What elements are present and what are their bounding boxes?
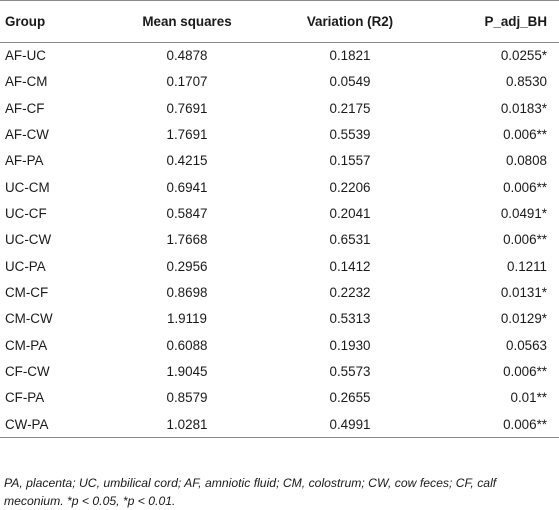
header-variation: Variation (R2) <box>262 0 438 43</box>
cell-p-adj: 0.0563 <box>506 337 547 353</box>
cell-mean-squares: 0.1707 <box>166 74 208 90</box>
cell-variation: 0.1821 <box>329 48 371 64</box>
cell-mean-squares: 0.8698 <box>166 285 208 301</box>
cell-variation: 0.4991 <box>262 411 438 438</box>
cell-group: UC-PA <box>5 258 46 274</box>
permanova-table: Group Mean squares Variation (R2) P_adj_… <box>0 0 559 438</box>
cell-mean-squares: 0.8579 <box>166 390 208 406</box>
table-row: CF-PA 0.8579 0.2655 0.01** <box>0 385 559 411</box>
table-body: AF-UC 0.4878 0.1821 0.0255* AF-CM 0.1707 0.054… <box>0 43 559 438</box>
cell-p-adj: 0.006** <box>503 179 547 195</box>
table-row: AF-PA 0.4215 0.1557 0.0808 <box>0 148 559 174</box>
cell-mean-squares: 0.6088 <box>166 337 208 353</box>
cell-variation: 0.1412 <box>329 258 371 274</box>
cell-variation: 0.5573 <box>329 364 371 380</box>
cell-variation: 0.1557 <box>329 153 371 169</box>
cell-group: UC-CW <box>5 232 52 248</box>
cell-p-adj: 0.0183* <box>500 100 547 116</box>
header-mean-squares: Mean squares <box>112 0 262 43</box>
cell-group: AF-CF <box>5 100 45 116</box>
cell-group: UC-CF <box>5 206 47 222</box>
cell-p-adj: 0.0129* <box>500 311 547 327</box>
table-row: AF-UC 0.4878 0.1821 0.0255* <box>0 43 559 69</box>
table-row: CM-PA 0.6088 0.1930 0.0563 <box>0 332 559 358</box>
table-row: CM-CF 0.8698 0.2232 0.0131* <box>0 279 559 305</box>
cell-variation: 0.5313 <box>329 311 371 327</box>
cell-p-adj: 0.006** <box>503 127 547 143</box>
cell-variation: 0.5539 <box>329 127 371 143</box>
cell-mean-squares: 1.9119 <box>167 311 207 327</box>
header-group: Group <box>0 0 112 43</box>
cell-mean-squares: 0.2956 <box>166 258 208 274</box>
table-row: UC-CF 0.5847 0.2041 0.0491* <box>0 200 559 226</box>
cell-group: AF-UC <box>5 48 46 64</box>
table-row: CM-CW 1.9119 0.5313 0.0129* <box>0 306 559 332</box>
cell-p-adj: 0.0255* <box>500 48 547 64</box>
table-row: CF-CW 1.9045 0.5573 0.006** <box>0 358 559 384</box>
table-row: AF-CM 0.1707 0.0549 0.8530 <box>0 69 559 95</box>
cell-variation: 0.2232 <box>329 285 371 301</box>
table-header: Group Mean squares Variation (R2) P_adj_… <box>0 0 559 43</box>
cell-p-adj: 0.8530 <box>506 74 547 90</box>
cell-group: CM-CW <box>5 311 53 327</box>
cell-mean-squares: 1.0281 <box>112 411 262 438</box>
cell-p-adj: 0.006** <box>503 364 547 380</box>
cell-group: CF-CW <box>5 364 50 380</box>
table-row: AF-CF 0.7691 0.2175 0.0183* <box>0 95 559 121</box>
cell-variation: 0.2206 <box>329 179 371 195</box>
cell-p-adj: 0.006** <box>438 411 559 438</box>
table-row: CW-PA 1.0281 0.4991 0.006** <box>0 411 559 438</box>
cell-variation: 0.0549 <box>329 74 371 90</box>
cell-mean-squares: 1.9045 <box>166 364 208 380</box>
cell-mean-squares: 0.4878 <box>166 48 208 64</box>
table-row: UC-CW 1.7668 0.6531 0.006** <box>0 227 559 253</box>
cell-variation: 0.2175 <box>329 100 371 116</box>
cell-variation: 0.2655 <box>329 390 371 406</box>
table-row: UC-CM 0.6941 0.2206 0.006** <box>0 174 559 200</box>
table-row: UC-PA 0.2956 0.1412 0.1211 <box>0 253 559 279</box>
cell-mean-squares: 0.7691 <box>166 100 208 116</box>
cell-mean-squares: 0.5847 <box>166 206 208 222</box>
cell-mean-squares: 1.7691 <box>166 127 208 143</box>
cell-group: AF-PA <box>5 153 44 169</box>
cell-group: CM-CF <box>5 285 49 301</box>
cell-group: CM-PA <box>5 337 48 353</box>
cell-p-adj: 0.006** <box>503 232 547 248</box>
cell-group: UC-CM <box>5 179 50 195</box>
cell-variation: 0.6531 <box>329 232 371 248</box>
cell-mean-squares: 1.7668 <box>166 232 208 248</box>
cell-p-adj: 0.0491* <box>500 206 547 222</box>
cell-variation: 0.2041 <box>329 206 371 222</box>
cell-p-adj: 0.1211 <box>507 258 547 274</box>
cell-mean-squares: 0.6941 <box>166 179 208 195</box>
cell-group: CF-PA <box>5 390 45 406</box>
cell-group: AF-CM <box>5 74 48 90</box>
cell-group: CW-PA <box>0 411 112 438</box>
cell-mean-squares: 0.4215 <box>166 153 208 169</box>
cell-p-adj: 0.0131* <box>500 285 547 301</box>
cell-variation: 0.1930 <box>329 337 371 353</box>
cell-p-adj: 0.01** <box>510 390 547 406</box>
header-row: Group Mean squares Variation (R2) P_adj_… <box>0 0 559 43</box>
cell-group: AF-CW <box>5 127 49 143</box>
table-footnote: PA, placenta; UC, umbilical cord; AF, am… <box>4 476 497 508</box>
cell-p-adj: 0.0808 <box>506 153 547 169</box>
table-row: AF-CW 1.7691 0.5539 0.006** <box>0 121 559 147</box>
header-p-adj: P_adj_BH <box>438 0 559 43</box>
